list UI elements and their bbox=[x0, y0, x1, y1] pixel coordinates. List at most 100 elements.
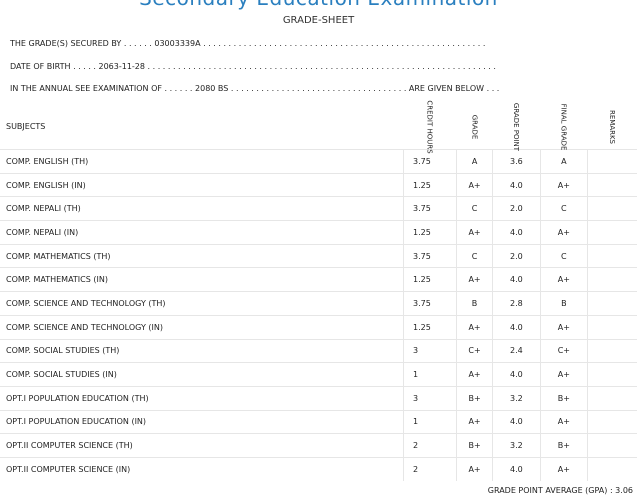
remarks-cell bbox=[586, 385, 637, 411]
grade-cell: A+ bbox=[456, 314, 493, 339]
grade-cell: A+ bbox=[456, 172, 493, 197]
remarks-cell bbox=[586, 433, 637, 458]
final-grade-cell: A+ bbox=[539, 409, 588, 434]
header-grade-point: GRADE POINT bbox=[512, 102, 521, 151]
table-row: COMP. ENGLISH (IN) 1.25 A+ 4.0 A+ bbox=[0, 172, 637, 197]
table-row: OPT.II COMPUTER SCIENCE (TH) 2 B+ 3.2 B+ bbox=[0, 433, 637, 458]
final-grade-cell: A+ bbox=[539, 314, 588, 339]
subject-cell: COMP. SCIENCE AND TECHNOLOGY (TH) bbox=[0, 291, 404, 316]
grade-cell: A+ bbox=[456, 267, 493, 292]
table-header-row: SUBJECTS CREDIT HOURS GRADE GRADE POINT … bbox=[0, 99, 637, 154]
credit-hours-cell: 3.75 bbox=[402, 291, 457, 316]
credit-hours-cell: 1.25 bbox=[402, 172, 457, 197]
credit-hours-cell: 1.25 bbox=[402, 220, 457, 245]
final-grade-cell: B+ bbox=[539, 385, 588, 411]
credit-hours-cell: 3.75 bbox=[402, 196, 457, 221]
subject-cell: COMP. ENGLISH (IN) bbox=[0, 172, 404, 197]
gpa-summary: GRADE POINT AVERAGE (GPA) : 3.06 bbox=[487, 486, 633, 495]
subject-cell: COMP. SOCIAL STUDIES (IN) bbox=[0, 362, 404, 387]
remarks-cell bbox=[586, 291, 637, 316]
subject-cell: COMP. MATHEMATICS (TH) bbox=[0, 243, 404, 268]
final-grade-cell: B+ bbox=[539, 433, 588, 458]
subject-cell: COMP. ENGLISH (TH) bbox=[0, 149, 404, 174]
subject-cell: COMP. NEPALI (TH) bbox=[0, 196, 404, 221]
table-row: OPT.II COMPUTER SCIENCE (IN) 2 A+ 4.0 A+ bbox=[0, 456, 637, 481]
grade-point-cell: 2.0 bbox=[491, 196, 541, 221]
exam-year-line: IN THE ANNUAL SEE EXAMINATION OF . . . .… bbox=[10, 84, 500, 93]
remarks-cell bbox=[586, 267, 637, 292]
grade-cell: B bbox=[456, 291, 493, 316]
grade-cell: A+ bbox=[456, 409, 493, 434]
final-grade-cell: C bbox=[539, 196, 588, 221]
remarks-cell bbox=[586, 243, 637, 268]
table-row: OPT.I POPULATION EDUCATION (IN) 1 A+ 4.0 A+ bbox=[0, 409, 637, 434]
grades-table: SUBJECTS CREDIT HOURS GRADE GRADE POINT … bbox=[0, 99, 637, 481]
credit-hours-cell: 1.25 bbox=[402, 267, 457, 292]
table-row: COMP. ENGLISH (TH) 3.75 A 3.6 A bbox=[0, 149, 637, 174]
credit-hours-cell: 2 bbox=[402, 433, 457, 458]
table-row: COMP. SOCIAL STUDIES (IN) 1 A+ 4.0 A+ bbox=[0, 362, 637, 387]
grade-point-cell: 4.0 bbox=[491, 409, 541, 434]
table-row: COMP. NEPALI (IN) 1.25 A+ 4.0 A+ bbox=[0, 220, 637, 245]
header-remarks: REMARKS bbox=[608, 109, 617, 144]
date-of-birth-line: DATE OF BIRTH . . . . . 2063-11-28 . . .… bbox=[10, 62, 496, 71]
final-grade-cell: A bbox=[539, 149, 588, 174]
subject-cell: OPT.I POPULATION EDUCATION (IN) bbox=[0, 409, 404, 434]
final-grade-cell: B bbox=[539, 291, 588, 316]
table-row: COMP. SCIENCE AND TECHNOLOGY (IN) 1.25 A+ 4… bbox=[0, 314, 637, 339]
credit-hours-cell: 1.25 bbox=[402, 314, 457, 339]
table-row: COMP. SOCIAL STUDIES (TH) 3 C+ 2.4 C+ bbox=[0, 338, 637, 363]
table-row: COMP. SCIENCE AND TECHNOLOGY (TH) 3.75 B 2.… bbox=[0, 291, 637, 316]
header-grade: GRADE bbox=[470, 114, 479, 139]
grade-sheet-title: GRADE-SHEET bbox=[282, 15, 355, 26]
remarks-cell bbox=[586, 196, 637, 221]
credit-hours-cell: 3.75 bbox=[402, 243, 457, 268]
final-grade-cell: C bbox=[539, 243, 588, 268]
grade-cell: C bbox=[456, 196, 493, 221]
grade-point-cell: 2.0 bbox=[491, 243, 541, 268]
grade-cell: A+ bbox=[456, 220, 493, 245]
credit-hours-cell: 3 bbox=[402, 385, 457, 411]
subject-cell: COMP. SOCIAL STUDIES (TH) bbox=[0, 338, 404, 363]
subject-cell: COMP. NEPALI (IN) bbox=[0, 220, 404, 245]
final-grade-cell: A+ bbox=[539, 172, 588, 197]
credit-hours-cell: 1 bbox=[402, 409, 457, 434]
final-grade-cell: A+ bbox=[539, 362, 588, 387]
credit-hours-cell: 2 bbox=[402, 456, 457, 481]
remarks-cell bbox=[586, 338, 637, 363]
header-credit-hours: CREDIT HOURS bbox=[426, 99, 435, 154]
grade-point-cell: 3.2 bbox=[491, 433, 541, 458]
header-final-grade: FINAL GRADE bbox=[559, 103, 568, 150]
final-grade-cell: A+ bbox=[539, 220, 588, 245]
grade-point-cell: 2.4 bbox=[491, 338, 541, 363]
subject-cell: COMP. MATHEMATICS (IN) bbox=[0, 267, 404, 292]
grade-cell: B+ bbox=[456, 385, 493, 411]
exam-title: Secondary Education Examination bbox=[0, 0, 637, 10]
subject-cell: COMP. SCIENCE AND TECHNOLOGY (IN) bbox=[0, 314, 404, 339]
remarks-cell bbox=[586, 149, 637, 174]
remarks-cell bbox=[586, 220, 637, 245]
grade-point-cell: 4.0 bbox=[491, 456, 541, 481]
grade-cell: C+ bbox=[456, 338, 493, 363]
grade-point-cell: 3.2 bbox=[491, 385, 541, 411]
remarks-cell bbox=[586, 314, 637, 339]
grade-cell: A+ bbox=[456, 362, 493, 387]
grade-point-cell: 3.6 bbox=[491, 149, 541, 174]
subject-cell: OPT.I POPULATION EDUCATION (TH) bbox=[0, 385, 404, 411]
header-subjects: SUBJECTS bbox=[6, 121, 46, 131]
final-grade-cell: A+ bbox=[539, 456, 588, 481]
final-grade-cell: A+ bbox=[539, 267, 588, 292]
remarks-cell bbox=[586, 172, 637, 197]
grade-cell: A+ bbox=[456, 456, 493, 481]
table-row: COMP. NEPALI (TH) 3.75 C 2.0 C bbox=[0, 196, 637, 221]
remarks-cell bbox=[586, 362, 637, 387]
table-row: COMP. MATHEMATICS (TH) 3.75 C 2.0 C bbox=[0, 243, 637, 268]
credit-hours-cell: 3.75 bbox=[402, 149, 457, 174]
table-row: OPT.I POPULATION EDUCATION (TH) 3 B+ 3.2 B+ bbox=[0, 385, 637, 411]
credit-hours-cell: 3 bbox=[402, 338, 457, 363]
grade-point-cell: 4.0 bbox=[491, 314, 541, 339]
final-grade-cell: C+ bbox=[539, 338, 588, 363]
remarks-cell bbox=[586, 456, 637, 481]
grade-point-cell: 4.0 bbox=[491, 172, 541, 197]
grade-point-cell: 2.8 bbox=[491, 291, 541, 316]
